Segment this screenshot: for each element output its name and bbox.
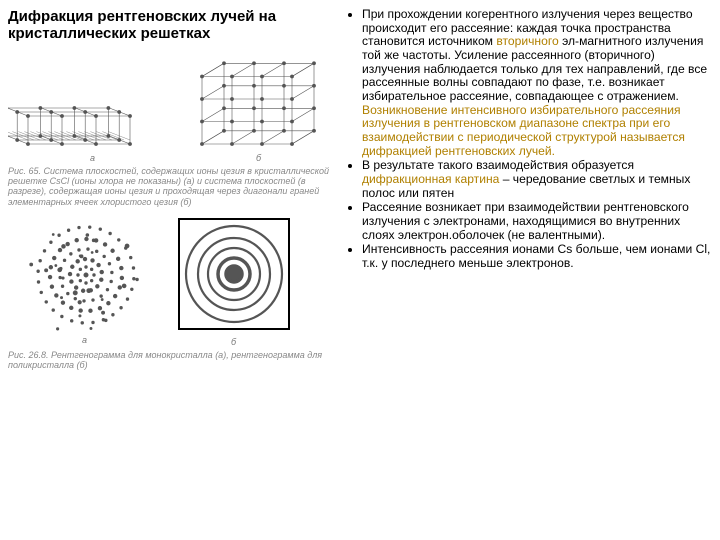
caption-rings: Рис. 26.8. Рентгенограмма для монокриста… — [8, 350, 336, 371]
bullet-list: При прохождении когерентного излучения ч… — [344, 8, 712, 270]
caption-lattice: Рис. 65. Система плоскостей, содержащих … — [8, 166, 336, 207]
figure-rings-b: б — [169, 213, 304, 348]
svg-text:б: б — [256, 153, 262, 163]
svg-text:б: б — [231, 337, 237, 347]
figure-lattice-pair: а б — [8, 49, 336, 164]
page-title: Дифракция рентгеновских лучей на кристал… — [8, 8, 336, 43]
figure-rings-a: а — [8, 213, 163, 348]
svg-text:а: а — [90, 153, 95, 163]
figure-lattice-a: а — [8, 49, 178, 164]
svg-text:а: а — [82, 335, 87, 345]
bullet-item: В результате такого взаимодействия образ… — [362, 159, 712, 200]
figure-rings-pair: а б — [8, 213, 336, 348]
bullet-item: При прохождении когерентного излучения ч… — [362, 8, 712, 158]
figure-lattice-b: б — [184, 49, 334, 164]
bullet-item: Рассеяние возникает при взаимодействии р… — [362, 201, 712, 242]
bullet-item: Интенсивность рассеяния ионами Cs больше… — [362, 243, 712, 270]
